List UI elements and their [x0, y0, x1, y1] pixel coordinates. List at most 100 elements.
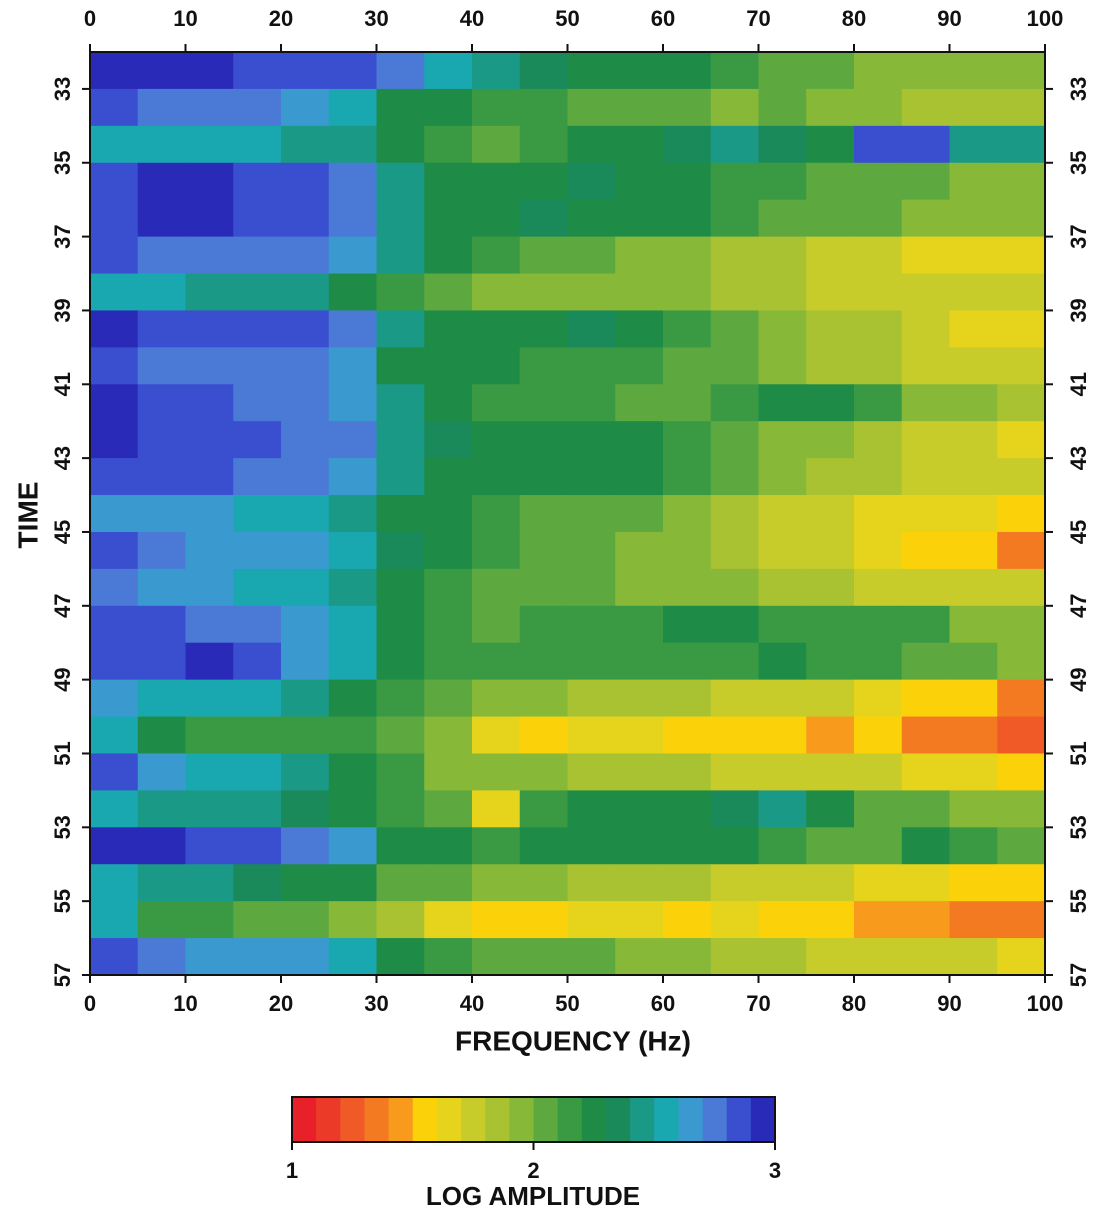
heatmap-cell — [185, 495, 234, 533]
heatmap-cell — [424, 384, 473, 422]
heatmap-cell — [185, 938, 234, 976]
colorbar-swatch — [630, 1097, 655, 1142]
heatmap-cell — [472, 52, 521, 90]
y-tick-label-right: 45 — [1066, 520, 1091, 544]
heatmap-cell — [472, 236, 521, 275]
heatmap-cell — [806, 716, 855, 754]
heatmap-cell — [949, 642, 998, 681]
heatmap-cell — [519, 495, 568, 533]
heatmap-cell — [663, 790, 712, 828]
heatmap-cell — [424, 642, 473, 681]
heatmap-cell — [901, 236, 950, 275]
heatmap-cell — [519, 568, 568, 607]
heatmap-cell — [901, 458, 950, 496]
heatmap-cell — [949, 938, 998, 976]
y-tick-label-right: 43 — [1066, 446, 1091, 470]
heatmap-cell — [758, 458, 807, 496]
heatmap-cell — [90, 347, 139, 385]
heatmap-cell — [376, 827, 425, 865]
heatmap-cell — [997, 642, 1046, 681]
heatmap-cell — [854, 236, 903, 275]
heatmap-cell — [424, 347, 473, 385]
heatmap-cell — [424, 605, 473, 644]
heatmap-cell — [758, 605, 807, 644]
heatmap-cell — [615, 458, 664, 496]
heatmap-cell — [376, 642, 425, 681]
heatmap-cell — [901, 716, 950, 754]
heatmap-cell — [615, 568, 664, 607]
heatmap-cell — [90, 162, 139, 201]
heatmap-cell — [567, 827, 616, 865]
x-tick-label: 80 — [842, 991, 866, 1016]
heatmap-cell — [615, 421, 664, 459]
heatmap-cell — [233, 162, 282, 201]
heatmap-cell — [854, 568, 903, 607]
heatmap-cell — [281, 125, 330, 164]
heatmap-cell — [185, 236, 234, 275]
heatmap-cell — [997, 605, 1046, 644]
heatmap-cell — [376, 199, 425, 238]
x-tick-label-top: 20 — [269, 6, 293, 31]
heatmap-cell — [663, 310, 712, 348]
heatmap-cell — [376, 531, 425, 570]
heatmap-cell — [901, 125, 950, 164]
heatmap-cell — [472, 864, 521, 902]
heatmap-cell — [758, 679, 807, 718]
heatmap-cell — [854, 88, 903, 127]
heatmap-cell — [758, 716, 807, 754]
heatmap-cell — [376, 347, 425, 385]
heatmap-cell — [997, 827, 1046, 865]
y-tick-label-right: 57 — [1066, 963, 1091, 987]
heatmap-cell — [281, 716, 330, 754]
heatmap-cell — [615, 347, 664, 385]
heatmap-cell — [854, 716, 903, 754]
heatmap-cell — [710, 753, 759, 791]
heatmap-cell — [997, 864, 1046, 902]
heatmap-cell — [567, 384, 616, 422]
heatmap-cell — [328, 642, 377, 681]
x-tick-label: 70 — [746, 991, 770, 1016]
heatmap-cell — [424, 864, 473, 902]
heatmap-cell — [519, 458, 568, 496]
heatmap-cell — [424, 679, 473, 718]
heatmap-cell — [710, 88, 759, 127]
heatmap-cell — [90, 384, 139, 422]
heatmap-cell — [949, 753, 998, 791]
heatmap-cell — [901, 864, 950, 902]
heatmap-cell — [424, 790, 473, 828]
heatmap-cell — [615, 199, 664, 238]
heatmap-cell — [519, 310, 568, 348]
heatmap-cell — [328, 162, 377, 201]
heatmap-cell — [233, 901, 282, 939]
colorbar-swatch — [436, 1097, 462, 1142]
heatmap-cell — [90, 531, 139, 570]
heatmap-cell — [806, 753, 855, 791]
heatmap-cell — [281, 162, 330, 201]
heatmap-cell — [949, 236, 998, 275]
heatmap-cell — [328, 901, 377, 939]
heatmap-cell — [472, 938, 521, 976]
x-tick-label-top: 60 — [651, 6, 675, 31]
heatmap-cell — [615, 716, 664, 754]
heatmap-cell — [137, 716, 186, 754]
heatmap-cell — [472, 901, 521, 939]
heatmap-cell — [137, 310, 186, 348]
heatmap-cell — [281, 495, 330, 533]
y-tick-label-right: 35 — [1066, 151, 1091, 175]
heatmap-cell — [233, 458, 282, 496]
heatmap-cell — [90, 938, 139, 976]
heatmap-cell — [806, 790, 855, 828]
heatmap-cell — [90, 273, 139, 311]
heatmap-cell — [806, 642, 855, 681]
heatmap-cell — [615, 310, 664, 348]
heatmap-cell — [90, 827, 139, 865]
heatmap-cell — [663, 384, 712, 422]
heatmap-cell — [710, 605, 759, 644]
heatmap-cell — [137, 901, 186, 939]
heatmap-cell — [233, 790, 282, 828]
heatmap-cell — [806, 938, 855, 976]
heatmap-cell — [567, 679, 616, 718]
heatmap-cell — [758, 310, 807, 348]
heatmap-cell — [567, 273, 616, 311]
heatmap-cell — [328, 827, 377, 865]
